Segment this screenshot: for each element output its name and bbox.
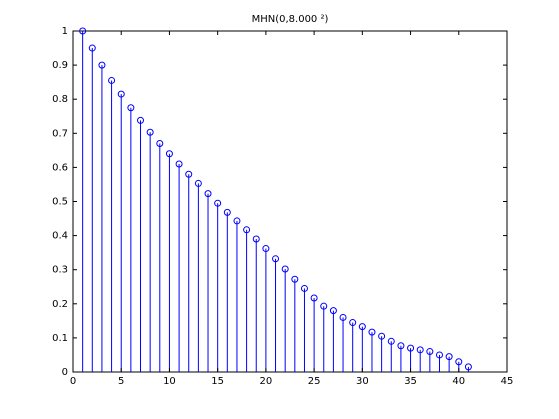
stem-marker xyxy=(146,128,154,136)
stem-marker xyxy=(204,190,212,198)
y-tick-label: 0.4 xyxy=(52,231,68,242)
stem-marker xyxy=(320,302,328,310)
plot-area xyxy=(72,30,508,373)
stem-marker xyxy=(300,284,308,292)
stem-marker xyxy=(88,44,96,52)
x-tick-label: 30 xyxy=(356,376,369,387)
stem-marker xyxy=(310,294,318,302)
x-tick-label: 15 xyxy=(211,376,224,387)
stem-marker xyxy=(117,90,125,98)
x-tick-label: 45 xyxy=(501,376,514,387)
stem-marker xyxy=(252,235,260,243)
y-tick-label: 0.1 xyxy=(52,333,68,344)
stem-marker xyxy=(291,275,299,283)
y-tick-label: 0.8 xyxy=(52,94,68,105)
chart-title: MHN(0,8.000 ²) xyxy=(252,14,329,25)
stem-marker xyxy=(98,61,106,69)
y-tick-label: 0.5 xyxy=(52,197,68,208)
y-tick-label: 0.6 xyxy=(52,162,68,173)
stem-marker xyxy=(108,76,116,84)
y-tick-label: 0.7 xyxy=(52,128,68,139)
y-tick-label: 0.3 xyxy=(52,265,68,276)
stem-marker xyxy=(416,346,424,354)
x-tick-label: 0 xyxy=(70,376,76,387)
stem-marker xyxy=(329,307,337,315)
y-tick-label: 0 xyxy=(62,367,68,378)
stem-marker xyxy=(156,140,164,148)
stem-marker xyxy=(339,313,347,321)
stem-marker xyxy=(262,245,270,253)
x-tick-label: 10 xyxy=(163,376,176,387)
stem-marker xyxy=(387,337,395,345)
x-tick-label: 25 xyxy=(308,376,321,387)
stem-marker xyxy=(455,358,463,366)
stem-marker xyxy=(233,217,241,225)
stem-marker xyxy=(358,323,366,331)
x-axis: 0 5 10 15 20 25 30 35 40 45 xyxy=(70,31,514,387)
stem-marker xyxy=(223,208,231,216)
stem-marker xyxy=(137,116,145,124)
x-tick-label: 35 xyxy=(404,376,417,387)
stem-marker xyxy=(426,348,434,356)
stem-marker xyxy=(435,351,443,359)
y-tick-label: 0.9 xyxy=(52,60,68,71)
stem-marker xyxy=(127,104,135,112)
stem-marker xyxy=(407,344,415,352)
stem-marker xyxy=(464,363,472,371)
stem-marker xyxy=(194,179,202,187)
y-tick-label: 1 xyxy=(62,26,68,37)
stem-marker xyxy=(445,353,453,361)
y-tick-label: 0.2 xyxy=(52,299,68,310)
stem-marker xyxy=(281,265,289,273)
y-axis: 0 0.1 0.2 0.3 0.4 0.5 0.6 0.7 0.8 0.9 1 xyxy=(52,26,507,378)
stem-marker xyxy=(79,27,87,35)
stem-marker xyxy=(175,160,183,168)
stem-marker xyxy=(378,332,386,340)
stem-marker xyxy=(349,319,357,327)
stem-marker xyxy=(214,199,222,207)
stem-marker xyxy=(368,328,376,336)
stem-marker xyxy=(272,255,280,263)
x-tick-label: 20 xyxy=(260,376,273,387)
x-tick-label: 5 xyxy=(118,376,124,387)
stem-marker xyxy=(243,226,251,234)
stem-marker xyxy=(185,170,193,178)
stems-group xyxy=(79,27,472,372)
stem-marker xyxy=(165,150,173,158)
stem-marker xyxy=(397,342,405,350)
x-tick-label: 40 xyxy=(452,376,465,387)
